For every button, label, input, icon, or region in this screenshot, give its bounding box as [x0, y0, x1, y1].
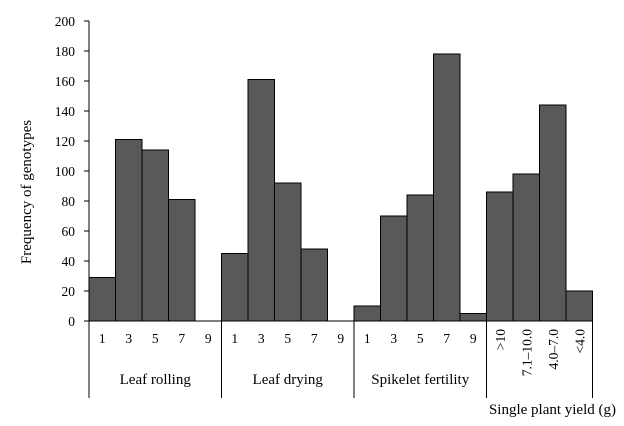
x-tick-label: 3: [390, 331, 397, 346]
y-tick-label: 120: [55, 134, 76, 149]
x-tick-label: 7: [443, 331, 450, 346]
group-label: Spikelet fertility: [371, 372, 469, 388]
y-axis-label: Frequency of genotypes: [19, 120, 35, 264]
x-tick-label: 9: [337, 331, 344, 346]
bar: [512, 173, 540, 322]
x-tick-label: >10: [493, 329, 508, 350]
group-label: Leaf drying: [253, 372, 324, 388]
bar: [247, 79, 275, 322]
x-tick-label: 3: [258, 331, 265, 346]
y-tick-label: 180: [55, 44, 76, 59]
x-tick-label: 5: [284, 331, 291, 346]
group-label: Leaf rolling: [120, 372, 192, 388]
bar: [353, 305, 381, 322]
x-axis-label: Single plant yield (g): [489, 402, 616, 418]
bar: [539, 104, 567, 322]
bar: [221, 253, 249, 322]
x-tick-label: 1: [364, 331, 371, 346]
bar: [406, 194, 434, 322]
x-tick-label: 5: [152, 331, 159, 346]
y-tick-label: 20: [62, 284, 76, 299]
y-tick-label: 0: [68, 314, 75, 329]
y-tick-label: 140: [55, 104, 76, 119]
bar: [300, 248, 328, 322]
x-tick-label: 5: [417, 331, 424, 346]
bar: [115, 139, 143, 322]
bar: [274, 182, 302, 322]
x-tick-label: 4.0–7.0: [546, 329, 561, 370]
y-tick-label: 160: [55, 74, 76, 89]
bar: [88, 277, 116, 322]
x-tick-label: 1: [231, 331, 238, 346]
y-tick-label: 60: [62, 224, 76, 239]
bar: [433, 53, 461, 322]
bar: [141, 149, 169, 322]
plot-area: 0 20 40 60 80 100 120 140 160 180 200 1 3 5 7 9 Leaf rol…: [55, 14, 593, 398]
y-tick-label: 100: [55, 164, 76, 179]
bar: [168, 199, 196, 322]
x-tick-label: 7.1–10.0: [519, 329, 534, 377]
bar: [459, 313, 487, 322]
x-tick-label: 9: [205, 331, 212, 346]
x-tick-label: 7: [178, 331, 185, 346]
y-tick-label: 80: [62, 194, 76, 209]
x-tick-label: 9: [470, 331, 477, 346]
y-tick-label: 40: [62, 254, 76, 269]
x-tick-label: 1: [99, 331, 106, 346]
bar: [565, 290, 593, 322]
x-tick-label: 7: [311, 331, 318, 346]
bar: [380, 215, 408, 322]
y-tick-label: 200: [55, 14, 76, 29]
x-tick-label: 3: [125, 331, 132, 346]
x-tick-label: <4.0: [572, 329, 587, 354]
bar: [486, 191, 514, 322]
